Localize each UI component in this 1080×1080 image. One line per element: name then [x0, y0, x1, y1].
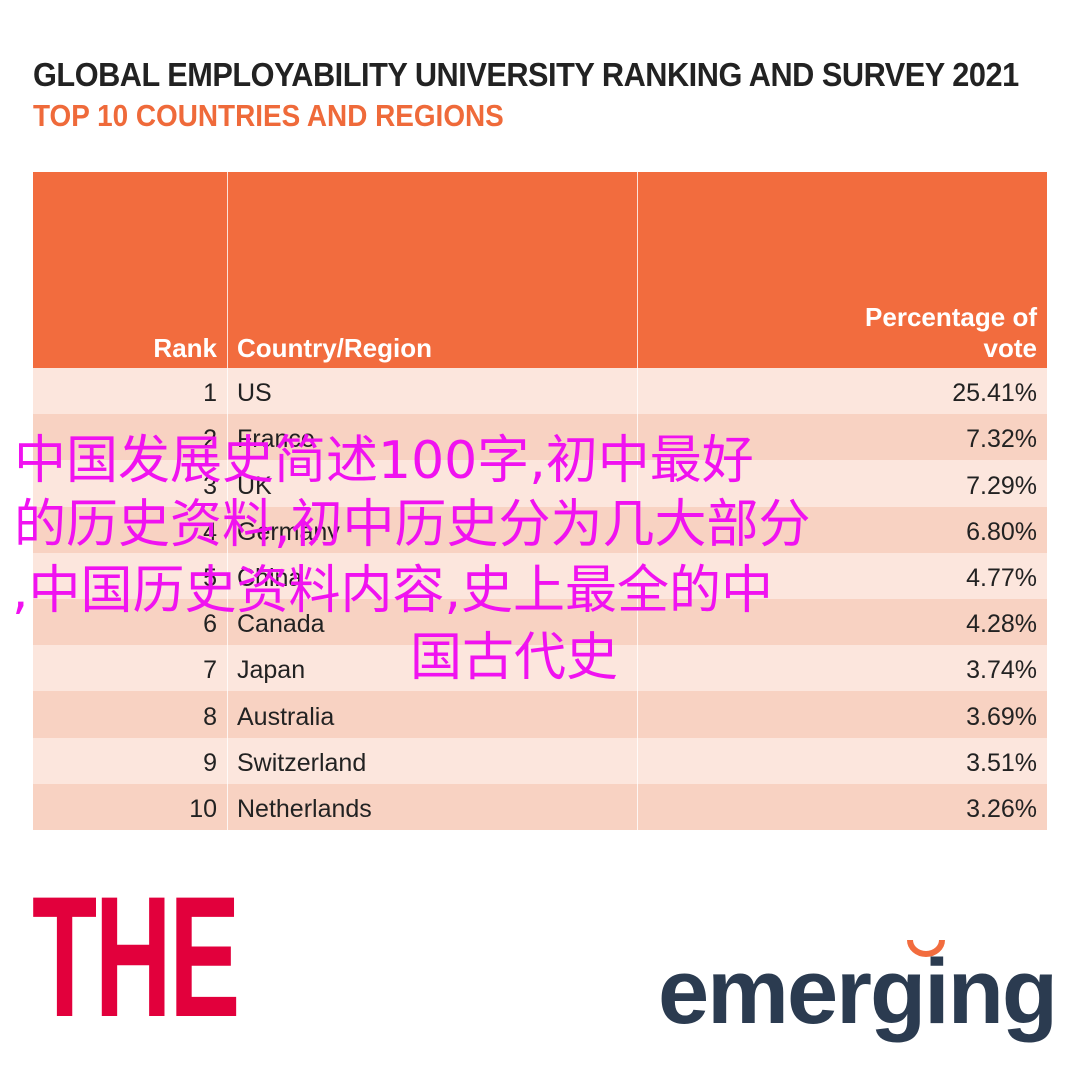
overlay-text: ,中国历史资料内容,史上最全的中: [12, 561, 774, 621]
table-cell: 7.32%: [966, 425, 1037, 454]
divider: [227, 172, 228, 368]
table-row: 10 Netherlands 3.26%: [33, 783, 1047, 830]
title: GLOBAL EMPLOYABILITY UNIVERSITY RANKING …: [33, 56, 1019, 93]
table-cell: Switzerland: [237, 748, 367, 777]
divider: [637, 691, 638, 738]
divider: [637, 737, 638, 784]
table-row: 1 US 25.41%: [33, 368, 1047, 415]
table-row: 9 Switzerland 3.51%: [33, 737, 1047, 784]
table-cell: 4.77%: [966, 563, 1037, 592]
table-row: 6 Canada 4.28%: [33, 598, 1047, 646]
divider: [227, 645, 228, 692]
table-cell: China: [237, 563, 303, 592]
table-cell: 8: [203, 702, 217, 731]
table-cell: 3.69%: [966, 702, 1037, 731]
logo-arc: [907, 939, 945, 957]
table-row: 4 Germany 6.80%: [33, 506, 1047, 553]
table-cell: 3: [203, 471, 217, 500]
table-cell: Japan: [237, 656, 306, 685]
divider: [227, 368, 228, 415]
divider: [637, 460, 638, 507]
divider: [637, 172, 638, 368]
table-cell: France: [237, 425, 315, 454]
column-header: Country/Region: [237, 333, 432, 363]
divider: [227, 691, 228, 738]
divider: [637, 783, 638, 830]
table-cell: 9: [203, 748, 217, 777]
divider: [637, 368, 638, 415]
table-cell: 5: [203, 563, 217, 592]
table-row: 2 France 7.32%: [33, 414, 1047, 461]
subtitle: TOP 10 COUNTRIES AND REGIONS: [33, 98, 504, 133]
logo-emerging: emerging: [658, 941, 1058, 1043]
table-cell: 25.41%: [952, 379, 1037, 408]
table-cell: Netherlands: [237, 794, 372, 823]
table: Rank Country/Region Percentage of vote 1 US 2…: [33, 172, 1047, 830]
table-cell: 1: [203, 379, 217, 408]
table-header: Rank Country/Region Percentage of vote: [33, 172, 1047, 368]
table-cell: 3.74%: [966, 656, 1037, 685]
table-cell: US: [237, 379, 272, 408]
logo-the: THE: [32, 861, 240, 1053]
table-cell: 4.28%: [966, 610, 1037, 639]
table-cell: Germany: [237, 517, 340, 546]
divider: [227, 506, 228, 553]
divider: [637, 552, 638, 599]
table-cell: 4: [203, 517, 217, 546]
overlay-text: 的历史资料,初中历史分为几大部分: [14, 495, 811, 555]
table-cell: 6: [203, 610, 217, 639]
overlay-text: 国古代史: [410, 628, 619, 688]
table-cell: Australia: [237, 702, 335, 731]
table-cell: 3.26%: [966, 794, 1037, 823]
table-cell: 10: [189, 794, 217, 823]
overlay-text: 中国发展史简述100字,初中最好: [14, 431, 754, 491]
divider: [227, 460, 228, 507]
divider: [227, 598, 228, 646]
divider: [637, 414, 638, 461]
divider: [227, 414, 228, 461]
table-row: 3 UK 7.29%: [33, 460, 1047, 507]
divider: [637, 506, 638, 553]
table-cell: 6.80%: [966, 517, 1037, 546]
divider: [227, 783, 228, 830]
table-cell: UK: [237, 471, 272, 500]
table-row: 7 Japan 3.74%: [33, 645, 1047, 692]
divider: [227, 737, 228, 784]
table-cell: 2: [203, 425, 217, 454]
column-header: Rank: [153, 333, 217, 363]
table-cell: 7: [203, 656, 217, 685]
divider: [227, 552, 228, 599]
table-cell: 7.29%: [966, 471, 1037, 500]
arc: [907, 939, 945, 957]
divider: [637, 645, 638, 692]
table-row: 8 Australia 3.69%: [33, 691, 1047, 738]
column-header: Percentage of vote: [865, 302, 1037, 363]
table-row: 5 China 4.77%: [33, 552, 1047, 599]
table-cell: 3.51%: [966, 748, 1037, 777]
divider: [637, 598, 638, 646]
table-cell: Canada: [237, 610, 325, 639]
